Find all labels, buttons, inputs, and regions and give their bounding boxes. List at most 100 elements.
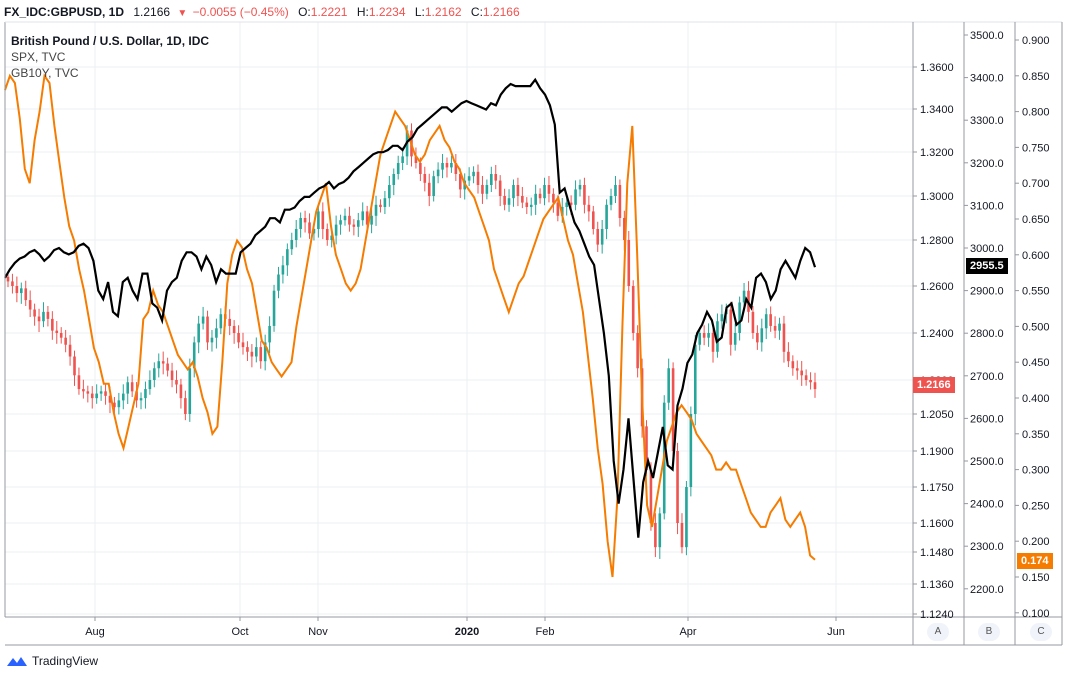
- candle-body: [685, 487, 688, 548]
- candle-body: [370, 215, 373, 225]
- candle-body: [299, 218, 302, 229]
- gbpusd-tick-label: 1.3200: [920, 147, 954, 159]
- candle-body: [379, 204, 382, 207]
- tradingview-logo[interactable]: TradingView: [6, 654, 98, 668]
- candle-body: [68, 344, 72, 357]
- candle-body: [516, 185, 520, 196]
- gbpusd-tick-label: 1.2400: [920, 328, 954, 340]
- candle-body: [201, 316, 205, 324]
- spx-tick-label: 2500.0: [970, 456, 1004, 468]
- candle-body: [649, 470, 653, 523]
- candle-body: [348, 215, 351, 225]
- candle-body: [361, 211, 365, 221]
- gb10y-tick-label: 0.500: [1022, 321, 1050, 333]
- gbpusd-tick-label: 1.2800: [920, 235, 954, 247]
- candle-body: [263, 342, 267, 362]
- candle-body: [312, 229, 316, 234]
- candle-body: [764, 314, 768, 329]
- candle-body: [90, 393, 94, 399]
- candle-body: [42, 311, 45, 322]
- gb10y-tick-label: 0.350: [1022, 429, 1050, 441]
- candle-body: [733, 333, 737, 345]
- candle-body: [720, 314, 724, 322]
- gbpusd-tick-label: 1.3000: [920, 191, 954, 203]
- candle-body: [742, 290, 746, 303]
- candle-body: [37, 316, 41, 322]
- candle-body: [680, 523, 684, 548]
- gb10y-price-tag: 0.174: [1017, 553, 1053, 569]
- candle-body: [436, 169, 440, 177]
- gb10y-tick-label: 0.700: [1022, 178, 1050, 190]
- candle-body: [454, 163, 458, 174]
- time-tick-label: 2020: [455, 626, 479, 638]
- legend-gbpusd[interactable]: British Pound / U.S. Dollar, 1D, IDC: [11, 34, 210, 48]
- spx-price-axis: 3500.0 3400.0 3300.0 3200.0 3100.0 3000.0 2900…: [964, 30, 1004, 596]
- candle-body: [529, 204, 533, 207]
- time-tick-label: Jun: [827, 626, 845, 638]
- candle-body: [28, 300, 32, 310]
- scale-button-c[interactable]: C: [1030, 623, 1052, 641]
- candle-body: [46, 311, 50, 319]
- scale-button-b[interactable]: B: [978, 623, 1000, 641]
- time-tick-label: Apr: [679, 626, 696, 638]
- candle-body: [241, 342, 245, 348]
- scale-button-a[interactable]: A: [927, 623, 949, 641]
- gbpusd-price-axis: 1.3600 1.3400 1.3200 1.3000 1.2800 1.2600 1.24…: [913, 62, 954, 621]
- down-arrow-icon: ▼: [177, 8, 188, 19]
- candle-body: [64, 337, 67, 345]
- candle-body: [153, 368, 156, 380]
- gb10y-tick-label: 0.100: [1022, 608, 1050, 620]
- candle-body: [206, 316, 209, 343]
- gb10y-tick-label: 0.750: [1022, 142, 1050, 154]
- candle-body: [503, 196, 506, 205]
- high-value: 1.2234: [368, 5, 406, 19]
- candle-body: [259, 347, 263, 362]
- gb10y-tick-label: 0.200: [1022, 536, 1050, 548]
- legend-spx[interactable]: SPX, TVC: [11, 50, 66, 64]
- candle-body: [170, 370, 174, 380]
- time-tick-label: Oct: [231, 626, 248, 638]
- candle-body: [795, 368, 799, 371]
- candle-body: [813, 382, 817, 390]
- candle-body: [782, 323, 786, 352]
- candle-body: [769, 314, 772, 326]
- candle-body: [277, 274, 280, 291]
- candle-body: [636, 333, 639, 369]
- candle-body: [507, 198, 511, 205]
- candle-body: [751, 311, 755, 333]
- candle-body: [303, 218, 307, 223]
- candle-body: [339, 220, 342, 225]
- candle-body: [157, 361, 161, 369]
- gb10y-tick-label: 0.850: [1022, 71, 1050, 83]
- symbol-name[interactable]: FX_IDC:GBPUSD, 1D: [4, 5, 125, 19]
- candle-body: [565, 202, 568, 207]
- time-tick-label: Aug: [85, 626, 105, 638]
- candle-body: [330, 235, 333, 240]
- candle-body: [578, 185, 582, 190]
- candle-body: [352, 224, 356, 227]
- candle-body: [374, 204, 378, 216]
- tradingview-icon: [7, 657, 27, 666]
- candle-body: [95, 393, 98, 399]
- gbpusd-tick-label: 1.1240: [920, 609, 954, 621]
- candle-body: [73, 356, 76, 376]
- spx-tick-label: 2600.0: [970, 413, 1004, 425]
- gb10y-tick-label: 0.150: [1022, 572, 1050, 584]
- candle-body: [804, 375, 808, 380]
- open-label: O:: [298, 5, 311, 19]
- candle-body: [467, 176, 471, 181]
- candle-body: [658, 513, 662, 548]
- candle-body: [51, 318, 54, 331]
- candle-body: [538, 193, 542, 199]
- candle-body: [99, 391, 103, 394]
- candle-body: [711, 333, 715, 352]
- legend-gb10y[interactable]: GB10Y, TVC: [11, 66, 79, 80]
- candle-body: [321, 211, 325, 229]
- high-label: H:: [356, 5, 369, 19]
- gb10y-tick-label: 0.550: [1022, 286, 1050, 298]
- candle-body: [401, 156, 404, 163]
- candle-body: [627, 240, 631, 286]
- spx-tick-label: 3500.0: [970, 30, 1004, 42]
- candle-body: [55, 330, 59, 333]
